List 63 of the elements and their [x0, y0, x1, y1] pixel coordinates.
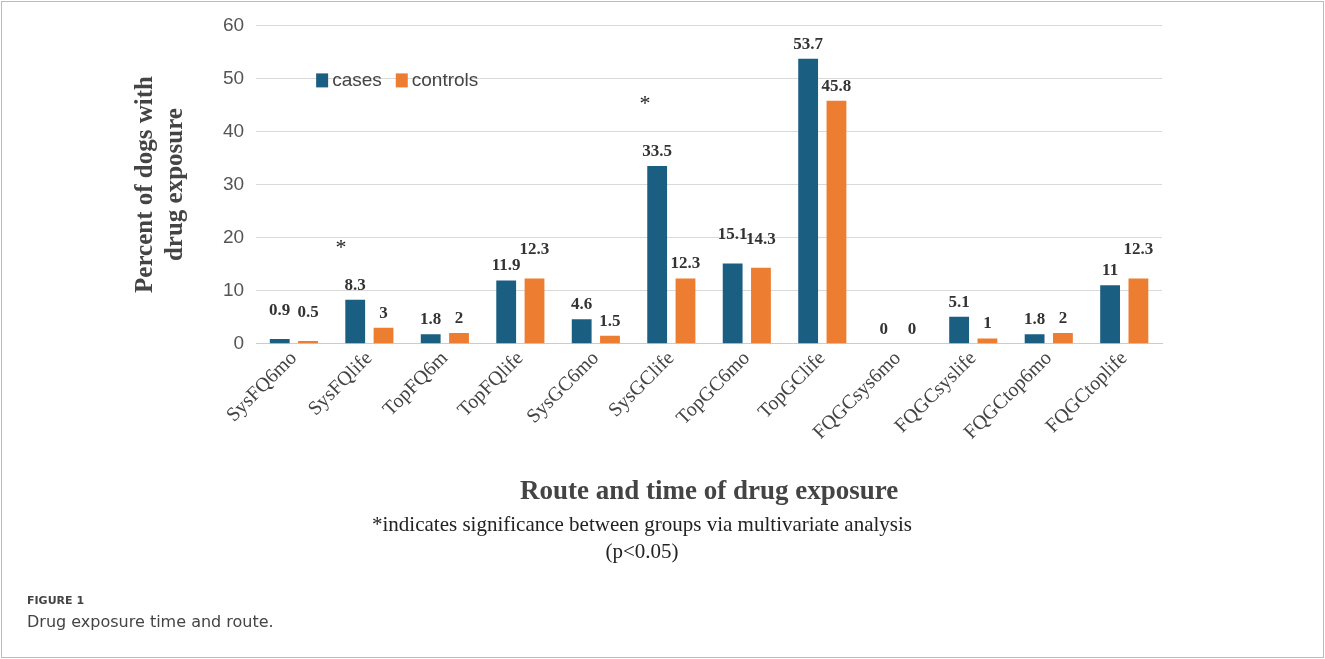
bar	[496, 280, 517, 344]
y-tick-label: 0	[233, 331, 245, 353]
bar	[345, 299, 366, 344]
bar	[269, 338, 290, 344]
y-tick-label: 30	[222, 172, 245, 194]
data-label: 53.7	[793, 33, 824, 53]
data-label: 0	[907, 318, 917, 338]
y-tick-label: 60	[222, 13, 245, 35]
data-label: 1	[983, 313, 992, 333]
y-tick-label: 50	[222, 66, 245, 88]
data-label: 12.3	[519, 239, 550, 259]
data-label: 12.3	[670, 253, 701, 273]
legend-label: controls	[411, 68, 479, 90]
y-tick-label: 40	[222, 119, 245, 141]
bar	[1128, 278, 1149, 344]
data-label: 0.9	[269, 299, 291, 319]
bar	[722, 263, 743, 344]
data-label: 14.3	[746, 228, 776, 248]
x-axis-title: Route and time of drug exposure	[519, 474, 899, 505]
text: (p<0.05)	[605, 539, 679, 564]
data-label: 5.1	[948, 291, 970, 311]
data-label: 1.5	[599, 310, 621, 330]
data-label: 33.5	[642, 140, 673, 160]
data-label: 12.3	[1123, 239, 1154, 259]
bar	[298, 341, 318, 344]
y-tick-label: 20	[222, 225, 245, 247]
bar	[675, 278, 696, 344]
bar	[571, 319, 592, 344]
bar	[420, 334, 441, 344]
legend-label: cases	[332, 68, 382, 90]
bar	[751, 267, 771, 344]
data-label: 15.1	[717, 224, 748, 244]
annotation: *	[639, 90, 651, 116]
data-label: 1.8	[1023, 309, 1046, 329]
caption: FIGURE 1	[27, 594, 85, 607]
data-label: 8.3	[344, 274, 366, 294]
bar	[949, 316, 970, 344]
data-label: 0	[879, 318, 888, 338]
text: *indicates significance between groups via multivariate analysis	[372, 512, 912, 537]
bar	[600, 335, 620, 344]
bar	[1100, 285, 1121, 344]
data-label: 45.8	[821, 75, 852, 95]
bar	[373, 327, 394, 344]
bar	[1024, 334, 1045, 344]
data-label: 4.6	[571, 294, 593, 314]
data-label: 1.8	[420, 309, 442, 329]
data-label: 2	[454, 307, 464, 327]
bar	[798, 58, 819, 344]
data-label: 3	[379, 302, 388, 322]
annotation: *	[335, 234, 347, 260]
data-label: 11.9	[491, 255, 521, 275]
data-label: 11	[1102, 260, 1119, 280]
data-label: 0.5	[297, 301, 319, 321]
text: Drug exposure time and route.	[27, 612, 274, 631]
bar	[826, 100, 847, 344]
bar	[1053, 333, 1073, 344]
bar	[977, 338, 998, 344]
y-axis-title: Percent of dogs with drug exposure	[130, 76, 188, 293]
bar	[647, 165, 668, 344]
bar	[524, 278, 545, 344]
bar	[449, 333, 469, 344]
y-tick-label: 10	[222, 278, 245, 300]
data-label: 2	[1058, 307, 1068, 327]
